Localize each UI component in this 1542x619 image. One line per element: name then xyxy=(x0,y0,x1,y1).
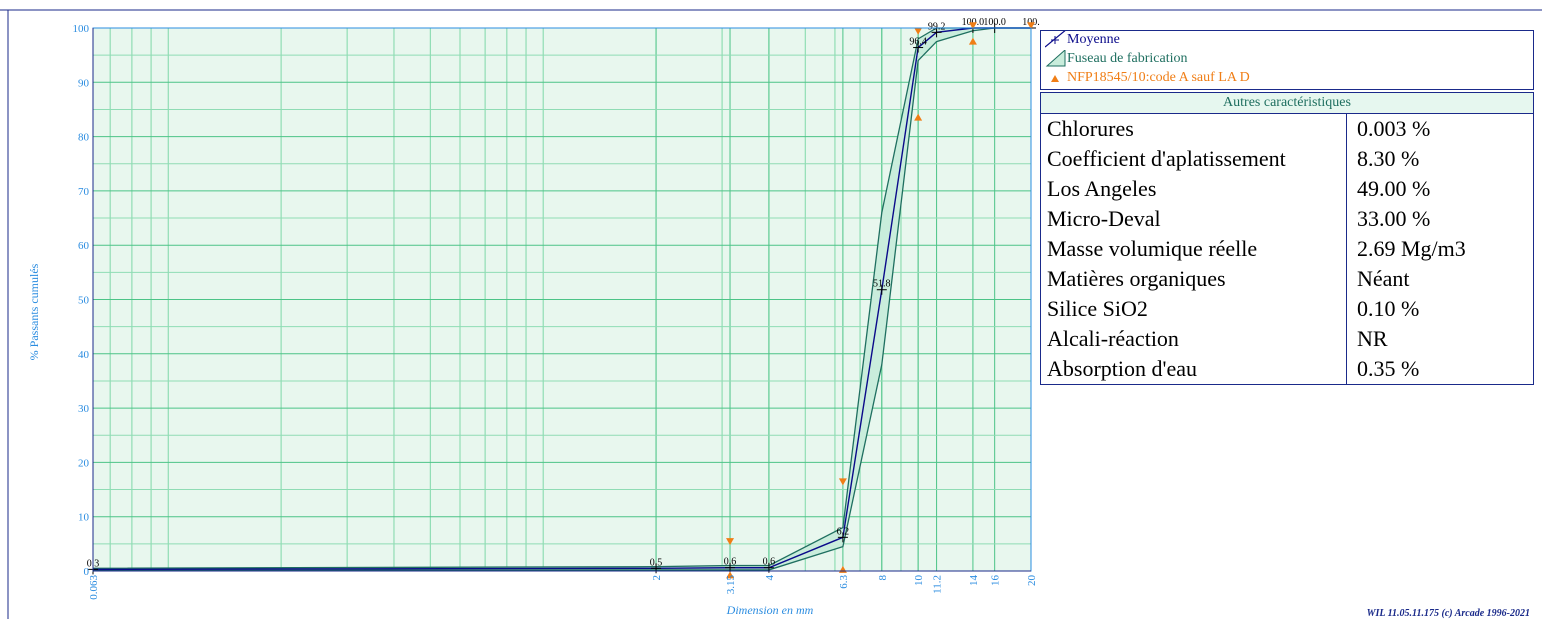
properties-panel: Autres caractéristiques Chlorures 0.003 %… xyxy=(1040,92,1534,385)
y-tick-label: 0 xyxy=(84,566,90,578)
spec-max-marker xyxy=(726,538,735,546)
property-row: Micro-Deval 33.00 % xyxy=(1041,204,1533,234)
property-value: 0.003 % xyxy=(1346,114,1533,144)
property-row: Coefficient d'aplatissement 8.30 % xyxy=(1041,144,1533,174)
footer-copyright: WIL 11.05.11.175 (c) Arcade 1996-2021 xyxy=(1366,608,1530,619)
x-tick-label: 3.15 xyxy=(725,575,737,595)
x-tick-label: 20 xyxy=(1026,575,1038,587)
y-tick-label: 100 xyxy=(73,23,90,35)
property-row: Alcali-réaction NR xyxy=(1041,324,1533,354)
moyenne-data-label: 6.2 xyxy=(837,526,850,537)
property-value: 49.00 % xyxy=(1346,174,1533,204)
band-swatch-icon xyxy=(1045,48,1067,68)
property-name: Absorption d'eau xyxy=(1047,356,1197,381)
x-tick-label: 0.063 xyxy=(88,575,100,600)
property-row: Matières organiques Néant xyxy=(1041,264,1533,294)
property-value: 33.00 % xyxy=(1346,204,1533,234)
y-tick-label: 40 xyxy=(78,349,90,361)
x-tick-label: 2 xyxy=(651,575,663,581)
y-tick-label: 80 xyxy=(78,132,90,144)
x-tick-label: 11.2 xyxy=(932,575,944,594)
properties-table: Chlorures 0.003 % Coefficient d'aplatissem… xyxy=(1041,114,1533,384)
x-tick-label: 4 xyxy=(764,575,776,581)
x-tick-label: 16 xyxy=(990,575,1002,587)
moyenne-data-label: 0.6 xyxy=(763,557,776,568)
property-row: Masse volumique réelle 2.69 Mg/m3 xyxy=(1041,234,1533,264)
property-name: Matières organiques xyxy=(1047,266,1226,291)
y-tick-label: 20 xyxy=(78,457,90,469)
y-tick-label: 60 xyxy=(78,240,90,252)
property-row: Absorption d'eau 0.35 % xyxy=(1041,354,1533,384)
property-name: Micro-Deval xyxy=(1047,206,1161,231)
moyenne-data-label: 96.4 xyxy=(909,37,927,48)
legend-item-fuseau: Fuseau de fabrication xyxy=(1045,48,1188,68)
property-value: NR xyxy=(1346,324,1533,354)
x-axis-title: Dimension en mm xyxy=(726,603,814,617)
y-tick-label: 50 xyxy=(78,295,90,307)
legend-label-norm: NFP18545/10:code A sauf LA D xyxy=(1067,70,1250,85)
property-value: 8.30 % xyxy=(1346,144,1533,174)
legend-item-norm: NFP18545/10:code A sauf LA D xyxy=(1045,69,1250,87)
spec-min-marker xyxy=(726,571,735,579)
y-tick-label: 70 xyxy=(78,186,90,198)
property-name: Coefficient d'aplatissement xyxy=(1047,146,1286,171)
spec-max-marker xyxy=(1027,22,1035,30)
property-name: Chlorures xyxy=(1047,116,1134,141)
spec-max-marker xyxy=(968,22,977,30)
property-value: 2.69 Mg/m3 xyxy=(1346,234,1533,264)
property-row: Los Angeles 49.00 % xyxy=(1041,174,1533,204)
moyenne-data-label: 100.0 xyxy=(983,17,1006,28)
moyenne-data-label: 99.2 xyxy=(928,21,946,32)
spec-max-marker xyxy=(914,27,923,35)
spec-min-marker xyxy=(968,37,977,45)
property-row: Silice SiO2 0.10 % xyxy=(1041,294,1533,324)
cross-icon xyxy=(1044,28,1068,49)
y-axis-title: % Passants cumulés xyxy=(27,263,41,360)
y-tick-label: 30 xyxy=(78,403,90,415)
fuseau-lower-line xyxy=(92,27,1031,572)
spec-max-marker xyxy=(838,478,847,486)
property-value: Néant xyxy=(1346,264,1533,294)
property-name: Masse volumique réelle xyxy=(1047,236,1258,261)
x-tick-label: 6.3 xyxy=(838,575,850,589)
x-tick-label: 14 xyxy=(968,575,980,587)
triangle-icon xyxy=(1045,69,1067,87)
property-name: Silice SiO2 xyxy=(1047,296,1148,321)
legend-label-fuseau: Fuseau de fabrication xyxy=(1067,51,1188,66)
moyenne-data-label: 0.6 xyxy=(724,557,737,568)
moyenne-data-label: 0.5 xyxy=(650,557,663,568)
property-value: 0.10 % xyxy=(1346,294,1533,324)
y-tick-label: 90 xyxy=(78,77,90,89)
property-name: Alcali-réaction xyxy=(1047,326,1179,351)
spec-min-marker xyxy=(914,113,923,121)
property-row: Chlorures 0.003 % xyxy=(1041,114,1533,144)
legend: Moyenne Fuseau de fabrication NFP18545/1… xyxy=(1040,28,1534,90)
legend-item-moyenne: Moyenne xyxy=(1044,28,1120,49)
x-tick-label: 10 xyxy=(913,575,925,587)
property-name: Los Angeles xyxy=(1047,176,1157,201)
properties-title: Autres caractéristiques xyxy=(1041,93,1533,114)
legend-label-moyenne: Moyenne xyxy=(1067,32,1120,47)
y-tick-label: 10 xyxy=(78,512,90,524)
moyenne-data-label: 51.8 xyxy=(873,279,891,290)
x-tick-label: 8 xyxy=(877,575,889,581)
property-value: 0.35 % xyxy=(1346,354,1533,384)
